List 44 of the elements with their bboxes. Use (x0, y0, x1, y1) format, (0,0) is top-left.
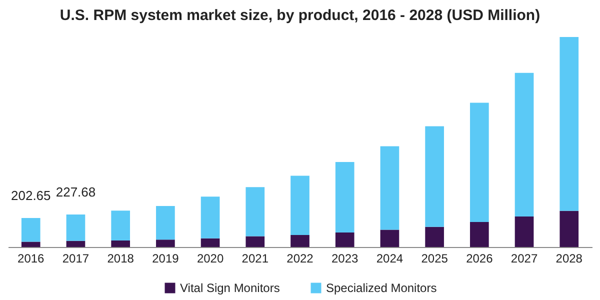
x-tick-label: 2024 (376, 252, 404, 266)
x-tick-label: 2028 (556, 252, 583, 266)
bar (156, 240, 175, 247)
bar (200, 196, 220, 238)
bar (425, 126, 444, 227)
bar (514, 72, 534, 217)
x-tick-label: 2026 (466, 252, 494, 266)
x-tick-label: 2023 (332, 252, 359, 266)
x-tick-label: 2016 (18, 252, 45, 266)
x-tick-label: 2022 (286, 252, 314, 266)
legend-label: Vital Sign Monitors (180, 281, 280, 295)
x-tick-label: 2017 (62, 252, 90, 266)
bar (560, 210, 579, 247)
bar (470, 222, 489, 247)
bar (156, 206, 175, 240)
x-tick-label: 2021 (242, 252, 269, 266)
x-tick-label: 2018 (107, 252, 134, 266)
x-tick-label: 2019 (152, 252, 180, 266)
bar (200, 238, 220, 247)
legend-label: Specialized Monitors (326, 281, 437, 295)
bar (380, 146, 400, 230)
bar (111, 210, 130, 240)
bar (111, 240, 130, 247)
bar (335, 232, 354, 247)
bar (560, 37, 579, 211)
annotation: 227.68 (56, 184, 96, 200)
bar (246, 187, 265, 236)
x-tick-label: 2027 (510, 252, 538, 266)
bar (66, 214, 86, 241)
x-tick-label: 2025 (421, 252, 448, 266)
x-tick-label: 2020 (196, 252, 224, 266)
bar (246, 236, 265, 247)
bar (514, 216, 534, 247)
annotation: 202.65 (10, 188, 51, 204)
bar (425, 226, 444, 247)
bar (380, 230, 400, 247)
bar (335, 162, 354, 233)
bar (290, 176, 310, 236)
chart-title: U.S. RPM system market size, by product, 2016 - 2028 (USD Million) (60, 7, 540, 24)
bar (66, 240, 86, 247)
bar (290, 235, 310, 247)
bar (21, 242, 40, 247)
bar (21, 218, 40, 242)
bar (470, 102, 489, 222)
